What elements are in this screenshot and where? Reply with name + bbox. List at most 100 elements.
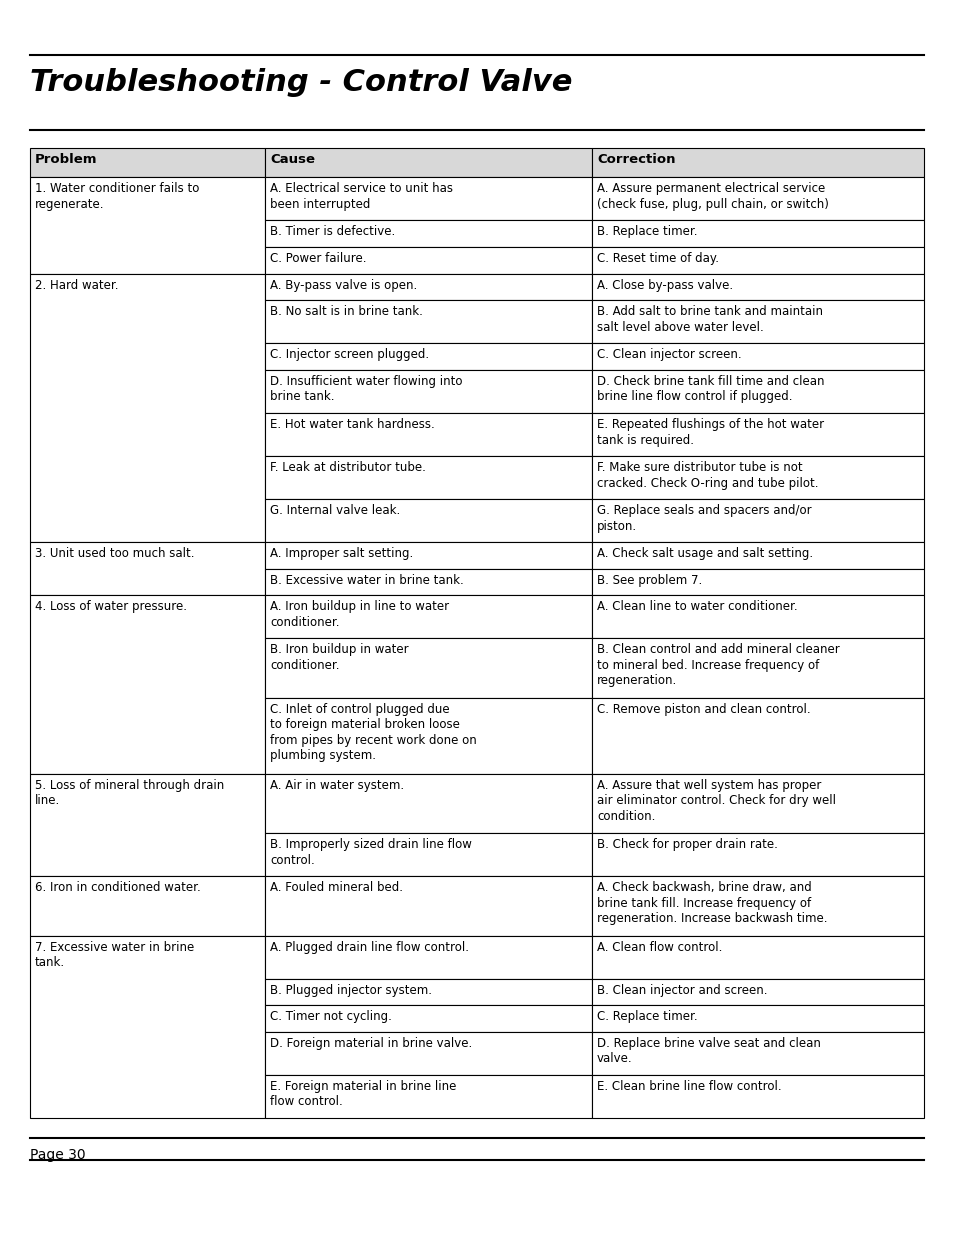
- Bar: [592, 569, 923, 595]
- Text: C. Power failure.: C. Power failure.: [270, 252, 366, 266]
- Text: D. Foreign material in brine valve.: D. Foreign material in brine valve.: [270, 1037, 472, 1050]
- Bar: [265, 773, 592, 834]
- Bar: [265, 978, 592, 1005]
- Text: E. Clean brine line flow control.: E. Clean brine line flow control.: [597, 1079, 781, 1093]
- Bar: [265, 876, 592, 936]
- Text: C. Timer not cycling.: C. Timer not cycling.: [270, 1010, 392, 1024]
- Bar: [30, 773, 265, 876]
- Text: A. Clean flow control.: A. Clean flow control.: [597, 941, 721, 953]
- Text: 6. Iron in conditioned water.: 6. Iron in conditioned water.: [35, 882, 200, 894]
- Bar: [265, 300, 592, 343]
- Bar: [265, 834, 592, 876]
- Bar: [265, 1032, 592, 1074]
- Text: A. Clean line to water conditioner.: A. Clean line to water conditioner.: [597, 600, 797, 614]
- Bar: [592, 178, 923, 221]
- Bar: [30, 274, 265, 542]
- Text: E. Foreign material in brine line
flow control.: E. Foreign material in brine line flow c…: [270, 1079, 456, 1109]
- Bar: [592, 499, 923, 542]
- Text: A. Fouled mineral bed.: A. Fouled mineral bed.: [270, 882, 402, 894]
- Text: B. No salt is in brine tank.: B. No salt is in brine tank.: [270, 305, 422, 319]
- Text: A. Check backwash, brine draw, and
brine tank fill. Increase frequency of
regene: A. Check backwash, brine draw, and brine…: [597, 882, 826, 925]
- Text: B. Plugged injector system.: B. Plugged injector system.: [270, 984, 432, 997]
- Bar: [592, 221, 923, 247]
- Bar: [265, 370, 592, 412]
- Text: 5. Loss of mineral through drain
line.: 5. Loss of mineral through drain line.: [35, 779, 224, 808]
- Bar: [592, 773, 923, 834]
- Text: C. Injector screen plugged.: C. Injector screen plugged.: [270, 348, 429, 362]
- Bar: [592, 1032, 923, 1074]
- Text: C. Clean injector screen.: C. Clean injector screen.: [597, 348, 740, 362]
- Bar: [592, 274, 923, 300]
- Text: 2. Hard water.: 2. Hard water.: [35, 279, 118, 291]
- Bar: [265, 221, 592, 247]
- Text: A. Improper salt setting.: A. Improper salt setting.: [270, 547, 413, 561]
- Bar: [265, 456, 592, 499]
- Bar: [592, 542, 923, 569]
- Text: B. Iron buildup in water
conditioner.: B. Iron buildup in water conditioner.: [270, 643, 408, 672]
- Text: C. Remove piston and clean control.: C. Remove piston and clean control.: [597, 703, 810, 716]
- Text: B. Clean control and add mineral cleaner
to mineral bed. Increase frequency of
r: B. Clean control and add mineral cleaner…: [597, 643, 839, 688]
- Text: A. Plugged drain line flow control.: A. Plugged drain line flow control.: [270, 941, 469, 953]
- Bar: [265, 698, 592, 773]
- Text: D. Check brine tank fill time and clean
brine line flow control if plugged.: D. Check brine tank fill time and clean …: [597, 375, 823, 404]
- Text: 7. Excessive water in brine
tank.: 7. Excessive water in brine tank.: [35, 941, 194, 969]
- Text: Problem: Problem: [35, 153, 97, 165]
- Bar: [265, 542, 592, 569]
- Bar: [30, 936, 265, 1118]
- Bar: [592, 698, 923, 773]
- Text: A. Check salt usage and salt setting.: A. Check salt usage and salt setting.: [597, 547, 812, 561]
- Bar: [30, 876, 265, 936]
- Text: G. Replace seals and spacers and/or
piston.: G. Replace seals and spacers and/or pist…: [597, 504, 811, 532]
- Bar: [30, 595, 265, 773]
- Bar: [30, 178, 265, 274]
- Bar: [592, 978, 923, 1005]
- Text: 4. Loss of water pressure.: 4. Loss of water pressure.: [35, 600, 187, 614]
- Text: Cause: Cause: [270, 153, 314, 165]
- Text: F. Leak at distributor tube.: F. Leak at distributor tube.: [270, 461, 425, 474]
- Bar: [265, 1074, 592, 1118]
- Bar: [592, 936, 923, 978]
- Bar: [265, 569, 592, 595]
- Text: A. Air in water system.: A. Air in water system.: [270, 779, 404, 792]
- Text: B. Clean injector and screen.: B. Clean injector and screen.: [597, 984, 767, 997]
- Text: C. Reset time of day.: C. Reset time of day.: [597, 252, 719, 266]
- Bar: [592, 638, 923, 698]
- Bar: [265, 638, 592, 698]
- Text: D. Insufficient water flowing into
brine tank.: D. Insufficient water flowing into brine…: [270, 375, 462, 404]
- Text: A. Iron buildup in line to water
conditioner.: A. Iron buildup in line to water conditi…: [270, 600, 449, 629]
- Text: C. Replace timer.: C. Replace timer.: [597, 1010, 697, 1024]
- Bar: [265, 499, 592, 542]
- Bar: [265, 178, 592, 221]
- Bar: [592, 876, 923, 936]
- Bar: [592, 300, 923, 343]
- Bar: [30, 542, 265, 595]
- Text: B. Replace timer.: B. Replace timer.: [597, 226, 697, 238]
- Bar: [265, 412, 592, 456]
- Text: Troubleshooting - Control Valve: Troubleshooting - Control Valve: [30, 68, 572, 98]
- Text: C. Inlet of control plugged due
to foreign material broken loose
from pipes by r: C. Inlet of control plugged due to forei…: [270, 703, 476, 762]
- Text: 1. Water conditioner fails to
regenerate.: 1. Water conditioner fails to regenerate…: [35, 183, 199, 211]
- Text: E. Hot water tank hardness.: E. Hot water tank hardness.: [270, 417, 435, 431]
- Text: B. Improperly sized drain line flow
control.: B. Improperly sized drain line flow cont…: [270, 839, 472, 867]
- Text: B. Check for proper drain rate.: B. Check for proper drain rate.: [597, 839, 777, 851]
- Text: G. Internal valve leak.: G. Internal valve leak.: [270, 504, 400, 517]
- Text: E. Repeated flushings of the hot water
tank is required.: E. Repeated flushings of the hot water t…: [597, 417, 823, 447]
- Text: A. Assure that well system has proper
air eliminator control. Check for dry well: A. Assure that well system has proper ai…: [597, 779, 835, 823]
- Text: B. Add salt to brine tank and maintain
salt level above water level.: B. Add salt to brine tank and maintain s…: [597, 305, 822, 333]
- Text: A. Close by-pass valve.: A. Close by-pass valve.: [597, 279, 732, 291]
- Bar: [592, 595, 923, 638]
- Bar: [265, 936, 592, 978]
- Text: Correction: Correction: [597, 153, 675, 165]
- Text: B. Excessive water in brine tank.: B. Excessive water in brine tank.: [270, 574, 463, 587]
- Text: B. Timer is defective.: B. Timer is defective.: [270, 226, 395, 238]
- Bar: [265, 595, 592, 638]
- Text: 3. Unit used too much salt.: 3. Unit used too much salt.: [35, 547, 194, 561]
- Bar: [592, 148, 923, 178]
- Bar: [592, 370, 923, 412]
- Bar: [30, 148, 265, 178]
- Bar: [592, 834, 923, 876]
- Text: B. See problem 7.: B. See problem 7.: [597, 574, 701, 587]
- Text: A. Assure permanent electrical service
(check fuse, plug, pull chain, or switch): A. Assure permanent electrical service (…: [597, 183, 828, 211]
- Text: A. Electrical service to unit has
been interrupted: A. Electrical service to unit has been i…: [270, 183, 453, 211]
- Bar: [265, 1005, 592, 1032]
